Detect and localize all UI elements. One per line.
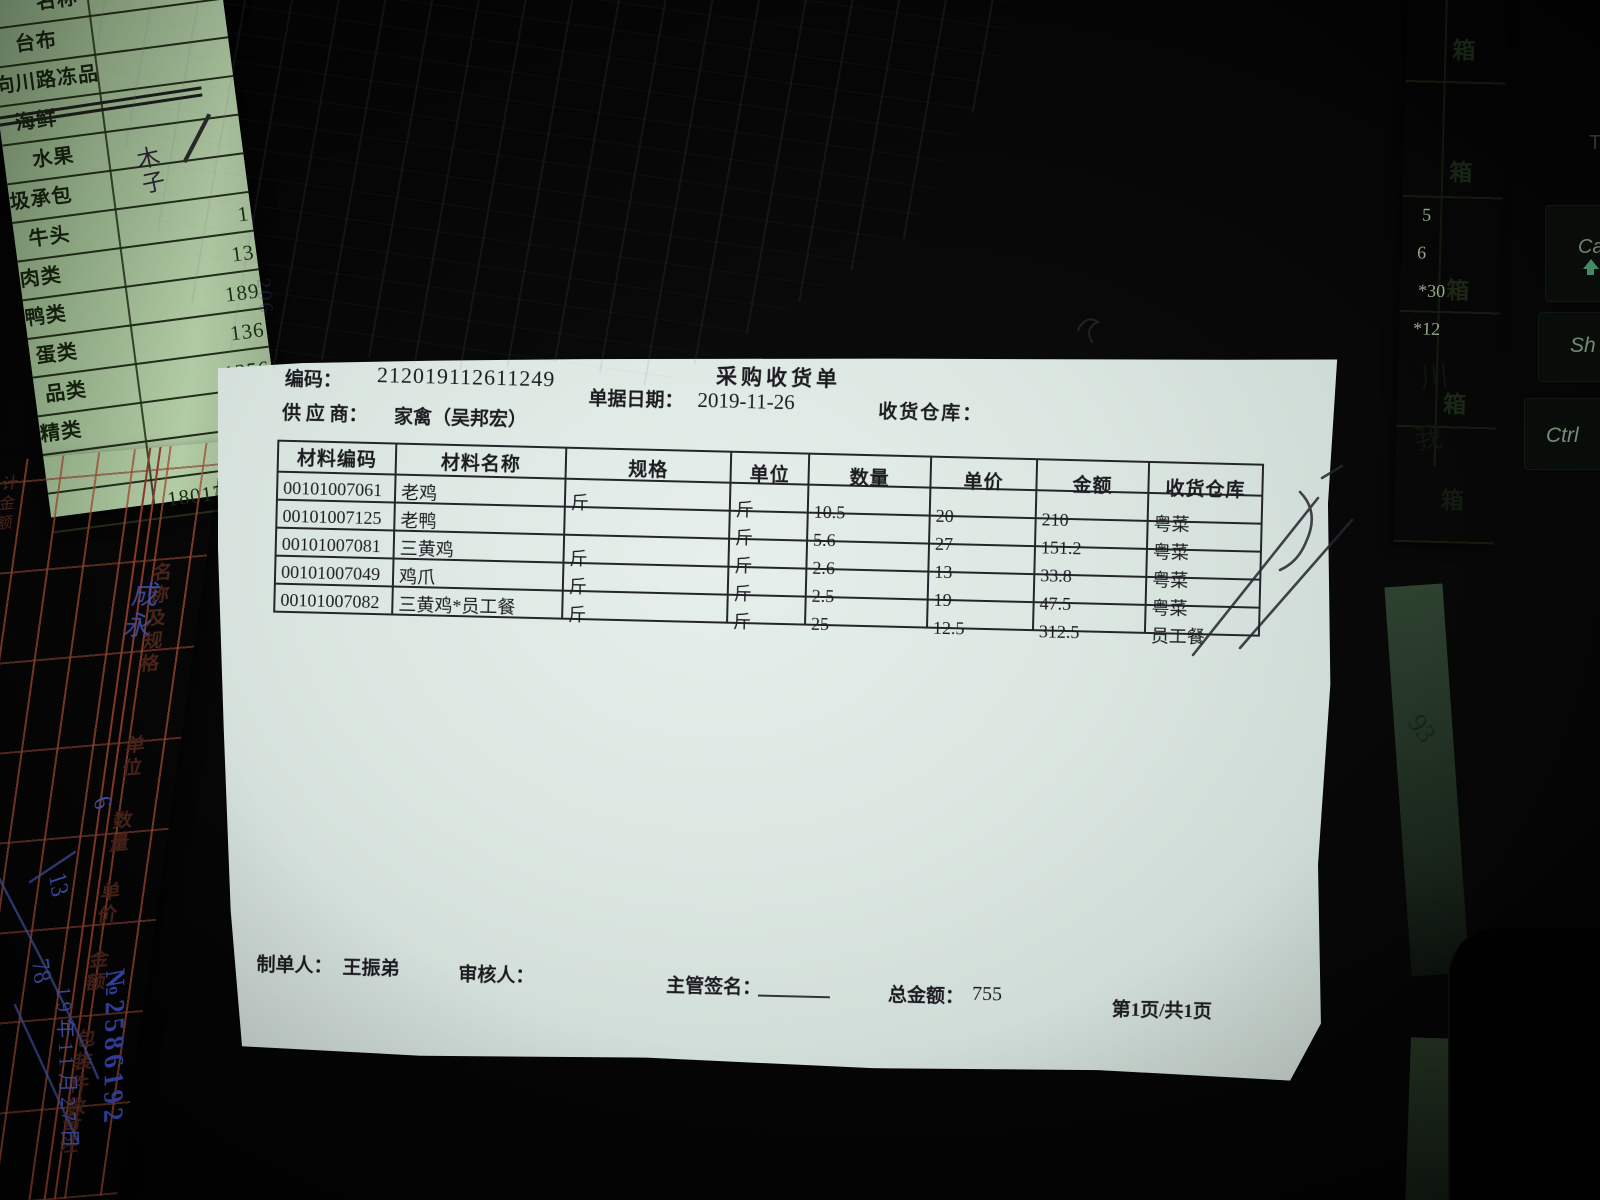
ctrl-key — [1524, 398, 1600, 470]
cell-amount: 312.5 — [1038, 620, 1080, 642]
doc-code-label: 编码： — [284, 368, 343, 392]
strip-number: 5 — [1421, 204, 1432, 225]
side-receipt-form: 计金额 名称及规格 单位 数量 单价 金额 包装件数 备注 成永 6 13 78… — [0, 441, 223, 1200]
cell-code: 00101007049 — [280, 561, 381, 584]
col-header-amount: 金额 — [1072, 475, 1113, 498]
col-header-unit: 单位 — [749, 464, 790, 487]
cell-spec: 斤 — [569, 548, 588, 570]
cell-spec: 斤 — [567, 604, 587, 626]
cell-price: 27 — [934, 533, 954, 554]
col-header-name: 材料名称 — [440, 452, 522, 476]
dim-green-paper: 93 — [1384, 583, 1470, 977]
box-cell-label: 箱 — [1440, 488, 1465, 514]
doc-date-label: 单据日期： — [588, 388, 684, 412]
strip-handwriting: 我 — [1412, 422, 1445, 457]
cell-warehouse: 粤菜 — [1151, 570, 1189, 591]
caps-arrow-icon — [1583, 259, 1599, 269]
cell-unit: 斤 — [734, 555, 753, 577]
cell-name: 鸡爪 — [398, 566, 436, 588]
pencil-mark-pink — [1077, 318, 1101, 343]
cell-unit: 斤 — [734, 527, 754, 549]
cell-code: 00101007061 — [282, 477, 383, 500]
cell-warehouse: 员工餐 — [1150, 626, 1206, 648]
total-value: 755 — [971, 982, 1003, 1006]
supplier-value: 家禽（吴邦宏） — [393, 406, 528, 431]
strip-number: *12 — [1412, 318, 1441, 339]
cell-warehouse: 粤菜 — [1151, 598, 1188, 619]
handwritten-price: 13 — [43, 869, 73, 901]
cell-qty: 5.6 — [812, 529, 836, 550]
handwritten-amount: 78 — [25, 955, 56, 988]
box-column-strip-paper: 箱 箱 箱 箱 箱 5 6 *30 *12 川 我 — [1393, 0, 1508, 545]
cell-qty: 10.5 — [813, 501, 846, 523]
cell-price: 13 — [934, 561, 953, 582]
cell-unit: 斤 — [732, 611, 752, 633]
maker-label: 制单人： — [256, 954, 333, 978]
cell-unit: 斤 — [733, 583, 752, 605]
form-corner-label: 计金额 — [0, 474, 18, 536]
form-header-unit: 单位 — [117, 733, 146, 782]
signature-line — [758, 994, 830, 999]
faint-handwriting-93: 93 — [1402, 708, 1443, 749]
receipt-table: 材料编码 材料名称 规格 单位 数量 单价 金额 收货仓库 0010100706… — [273, 440, 1264, 637]
col-header-code: 材料编码 — [296, 448, 378, 472]
shift-key — [1538, 312, 1600, 382]
cell-unit: 斤 — [735, 499, 755, 521]
box-cell-label: 箱 — [1448, 160, 1473, 186]
supplier-label: 供 应 商： — [281, 402, 368, 426]
cell-price: 19 — [933, 589, 952, 610]
cell-amount: 47.5 — [1039, 592, 1072, 614]
sign-label: 主管签名： — [665, 975, 762, 999]
strip-number: *30 — [1417, 280, 1446, 302]
cell-name: 三黄鸡*员工餐 — [398, 594, 516, 618]
cell-amount: 151.2 — [1040, 536, 1082, 558]
cell-name: 老鸡 — [400, 482, 438, 504]
strip-handwriting: 川 — [1418, 360, 1450, 395]
shift-key-label: Sh — [1570, 334, 1596, 357]
col-header-price: 单价 — [963, 471, 1004, 494]
strip-number: 6 — [1416, 242, 1427, 263]
cell-price: 20 — [935, 505, 954, 526]
cell-warehouse: 粤菜 — [1153, 514, 1190, 535]
cell-code: 00101007081 — [281, 533, 382, 556]
box-cell-label: 箱 — [1445, 278, 1470, 304]
cell-amount: 33.8 — [1040, 564, 1073, 586]
caps-key-label: Ca — [1578, 236, 1600, 258]
cell-price: 12.5 — [932, 617, 965, 638]
total-label: 总金额： — [887, 984, 965, 1008]
faint-key-mark: T — [1589, 132, 1600, 154]
reviewer-label: 审核人： — [458, 964, 535, 988]
form-header-price: 单价 — [92, 880, 121, 929]
cell-spec: 斤 — [570, 492, 590, 514]
form-serial-number: №2586192 — [97, 966, 131, 1130]
faint-ink-mark: 206 — [251, 277, 278, 316]
cell-amount: 210 — [1041, 508, 1069, 530]
box-cell-label: 箱 — [1452, 38, 1476, 64]
purchase-receipt-paper: 编码： 212019112611249 采购收货单 单据日期： 2019-11-… — [194, 332, 1341, 1081]
cell-name: 三黄鸡 — [399, 538, 454, 560]
cell-code: 00101007125 — [282, 505, 382, 528]
col-header-spec: 规格 — [627, 459, 669, 482]
col-header-qty: 数量 — [849, 467, 890, 490]
col-header-warehouse: 收货仓库 — [1165, 478, 1246, 502]
doc-date-value: 2019-11-26 — [697, 387, 795, 415]
cell-qty: 2.5 — [811, 585, 835, 606]
caps-arrow-stem-icon — [1587, 269, 1594, 275]
dark-object — [1448, 928, 1600, 1200]
form-header-qty: 数量 — [104, 809, 133, 857]
cell-qty: 2.6 — [812, 557, 836, 578]
cell-warehouse: 粤菜 — [1152, 542, 1190, 563]
cell-spec: 斤 — [568, 576, 588, 598]
ctrl-key-label: Ctrl — [1546, 424, 1579, 447]
cell-qty: 25 — [810, 613, 830, 634]
page-indicator: 第1页/共1页 — [1111, 999, 1213, 1023]
caps-key — [1545, 205, 1600, 302]
warehouse-label: 收货仓库： — [877, 401, 984, 425]
cell-name: 老鸭 — [400, 510, 437, 532]
cell-code: 00101007082 — [280, 589, 380, 612]
maker-value: 王振弟 — [342, 957, 400, 980]
